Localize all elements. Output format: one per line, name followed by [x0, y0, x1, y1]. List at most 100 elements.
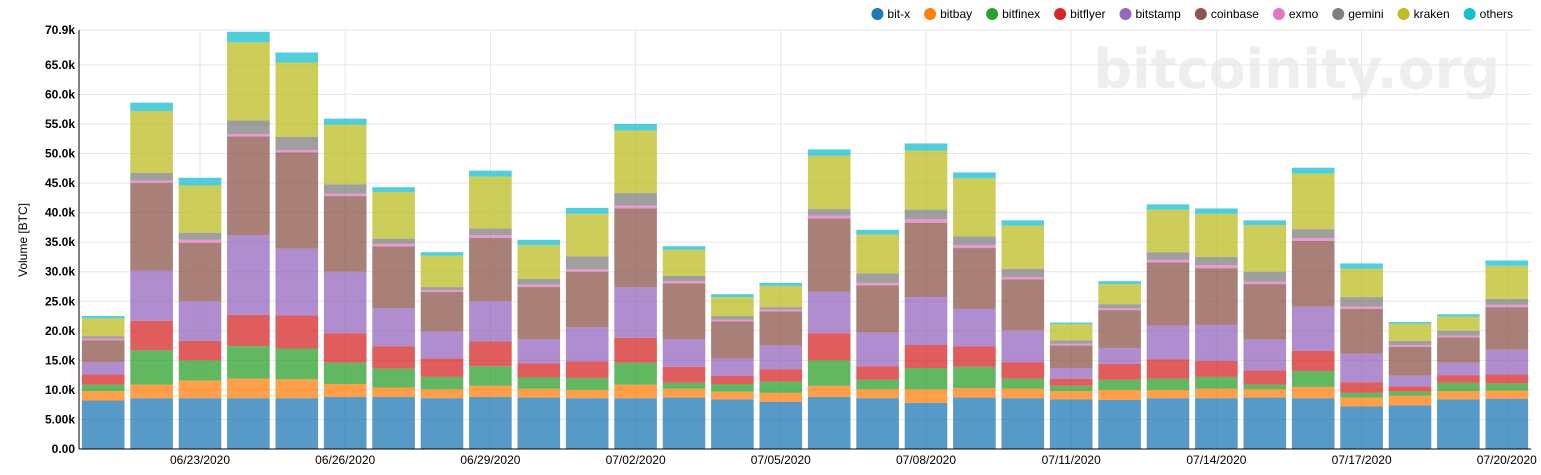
bar-exmo [1098, 308, 1141, 311]
bar-others [904, 143, 948, 151]
y-tick-label: 60.0k [45, 87, 75, 101]
bar-bit-x [614, 398, 657, 449]
bar-gemini [1049, 340, 1093, 344]
bar-exmo [711, 319, 754, 322]
bar-bit-x [807, 396, 851, 449]
bar-gemini [953, 236, 996, 246]
bar-bitfinex [662, 382, 706, 389]
bar-others [1437, 314, 1480, 317]
bar-others [1001, 220, 1045, 226]
bar-bit-x [565, 398, 609, 449]
bar-bitbay [420, 389, 464, 399]
bar-bitbay [711, 391, 754, 400]
bar-coinbase [178, 242, 222, 302]
bar-exmo [1001, 277, 1045, 280]
bar-bitbay [1146, 389, 1190, 399]
bar-bit-x [420, 398, 464, 449]
bar-exmo [807, 215, 851, 219]
bar-bit-x [469, 396, 512, 449]
bar-bitflyer [1146, 359, 1190, 379]
bar-bitfinex [1243, 384, 1287, 390]
bar-bitbay [517, 388, 561, 398]
bar-coinbase [1291, 240, 1335, 307]
bar-bitfinex [1388, 391, 1432, 396]
bar-others [856, 229, 899, 235]
bar-coinbase [1146, 262, 1190, 326]
legend-swatch [871, 8, 884, 20]
bar-kraken [953, 178, 996, 237]
bar-bitbay [1001, 388, 1045, 399]
bar-exmo [1049, 343, 1093, 346]
bar-kraken [1485, 265, 1529, 299]
bar-bitfinex [1098, 379, 1141, 390]
bar-others [323, 118, 367, 125]
bar-bitflyer [807, 333, 851, 361]
bar-bitstamp [1291, 306, 1335, 351]
bar-bitfinex [469, 366, 512, 386]
bar-bitflyer [856, 366, 899, 380]
bar-kraken [662, 249, 706, 276]
bar-exmo [856, 282, 899, 286]
legend-swatch [1194, 8, 1207, 20]
legend-swatch [1397, 8, 1410, 20]
bar-others [469, 170, 512, 177]
bar-coinbase [323, 196, 367, 272]
bar-coinbase [227, 136, 270, 236]
bar-bitfinex [130, 350, 173, 385]
bar-bitbay [807, 385, 851, 397]
legend-label: exmo [1289, 7, 1319, 21]
bar-bitflyer [1195, 360, 1238, 377]
bar-bitstamp [227, 235, 270, 315]
bar-bitstamp [178, 301, 222, 341]
x-tick-label: 06/29/2020 [460, 453, 520, 467]
bar-bitbay [662, 388, 706, 398]
bar-bitflyer [323, 333, 367, 363]
bar-bit-x [130, 398, 173, 449]
bar-bitfinex [711, 383, 754, 392]
y-tick-label: 30.0k [45, 265, 75, 279]
bar-bitbay [1485, 390, 1529, 399]
bar-bit-x [1291, 398, 1335, 449]
bar-coinbase [1195, 268, 1238, 325]
legend-item-bitstamp: bitstamp [1119, 7, 1182, 21]
bar-coinbase [904, 222, 948, 298]
bar-exmo [469, 235, 512, 239]
bar-others [178, 177, 222, 186]
x-tick-label: 07/08/2020 [896, 453, 956, 467]
legend-label: coinbase [1211, 7, 1259, 21]
x-axis-ticks: 06/23/2020 06/26/2020 06/29/2020 07/02/2020… [170, 453, 1537, 467]
bar-exmo [372, 243, 415, 247]
bar-others [711, 294, 754, 298]
bar-bitstamp [323, 271, 367, 334]
bar-bitstamp [1146, 325, 1190, 360]
bar-bit-x [1485, 398, 1529, 449]
bar-kraken [469, 176, 512, 229]
bar-others [1098, 281, 1141, 285]
bar-kraken [565, 213, 609, 257]
bar-coinbase [1098, 310, 1141, 348]
legend-swatch [1332, 8, 1345, 20]
bar-bitflyer [1291, 350, 1335, 371]
bar-bitstamp [81, 362, 125, 375]
legend: bit-x bitbay bitfinex bitflyer bitstamp coinb… [871, 7, 1513, 21]
bar-bitfinex [1340, 392, 1383, 398]
bar-bitstamp [904, 297, 948, 345]
bar-bit-x [81, 400, 125, 449]
bar-bitflyer [904, 344, 948, 369]
legend-swatch [1272, 8, 1285, 20]
legend-label: bitstamp [1136, 7, 1182, 21]
bar-bitflyer [420, 358, 464, 377]
bar-bitbay [1098, 389, 1141, 400]
bar-bitfinex [856, 379, 899, 390]
bar-bitfinex [759, 381, 803, 393]
bar-bitstamp [1388, 375, 1432, 387]
bar-bitstamp [1437, 362, 1480, 376]
bar-bitstamp [711, 358, 754, 376]
x-tick-label: 07/20/2020 [1477, 453, 1537, 467]
bar-gemini [420, 287, 464, 291]
bar-bitfinex [81, 384, 125, 392]
bar-gemini [372, 238, 415, 244]
bar-bitflyer [711, 375, 754, 384]
x-tick-label: 06/23/2020 [170, 453, 230, 467]
